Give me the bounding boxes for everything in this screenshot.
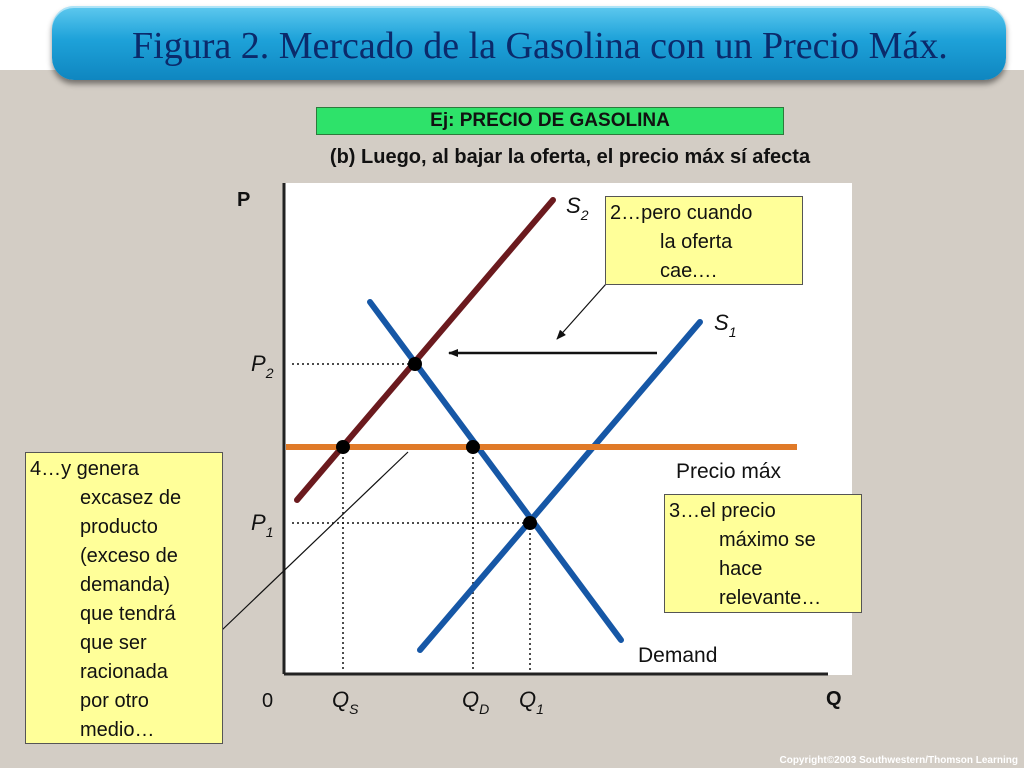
origin-label: 0 (262, 690, 273, 712)
s2-label: S2 (566, 193, 589, 223)
note4-line: (exceso de (80, 545, 178, 567)
note4-line: por otro (80, 690, 149, 712)
p1-label: P1 (251, 510, 273, 540)
qs-label: QS (332, 687, 359, 717)
note3-line: hace (719, 558, 763, 580)
note-supply-falls: 2…pero cuando la oferta cae.… (605, 196, 803, 285)
note4-line: medio… (80, 719, 155, 741)
q1-label: Q1 (519, 687, 544, 717)
note4-pointer (221, 451, 409, 631)
p2-label: P2 (251, 351, 274, 381)
title-bar: Figura 2. Mercado de la Gasolina con un … (52, 6, 1006, 80)
example-label: Ej: PRECIO DE GASOLINA (316, 107, 784, 135)
qs-dot (336, 440, 350, 454)
diagram-subtitle: (b) Luego, al bajar la oferta, el precio… (329, 146, 811, 168)
price-ceiling-label: Precio máx (676, 460, 782, 483)
note4-line: demanda) (80, 574, 171, 596)
note2-pointer (556, 283, 607, 340)
equilibrium-dot-p1 (523, 516, 537, 530)
note4-line: 4…y genera (30, 458, 139, 480)
s1-curve (417, 319, 703, 653)
qd-label: QD (462, 687, 489, 717)
note4-line: producto (80, 516, 158, 538)
note-shortage: 4…y genera excasez de producto (exceso d… (25, 452, 223, 744)
qd-dot (466, 440, 480, 454)
s1-label: S1 (714, 310, 736, 340)
equilibrium-dot-p2 (408, 357, 422, 371)
x-axis-label: Q (826, 688, 842, 710)
note2-line: 2…pero cuando (610, 202, 753, 224)
note3-line: máximo se (719, 529, 816, 551)
note2-line: cae.… (660, 260, 718, 282)
demand-label: Demand (638, 644, 717, 667)
note4-line: que ser (80, 632, 147, 654)
copyright-footer: Copyright©2003 Southwestern/Thomson Lear… (779, 755, 1018, 766)
note3-line: relevante… (719, 587, 822, 609)
note4-line: excasez de (80, 487, 182, 509)
note4-line: racionada (80, 661, 168, 683)
note2-line: la oferta (660, 231, 733, 253)
slide-title: Figura 2. Mercado de la Gasolina con un … (132, 25, 948, 67)
note3-line: 3…el precio (669, 500, 776, 522)
s2-curve (294, 197, 556, 503)
y-axis-label: P (237, 189, 250, 211)
note4-line: que tendrá (80, 603, 176, 625)
note-price-ceiling-binding: 3…el precio máximo se hace relevante… (664, 494, 862, 613)
